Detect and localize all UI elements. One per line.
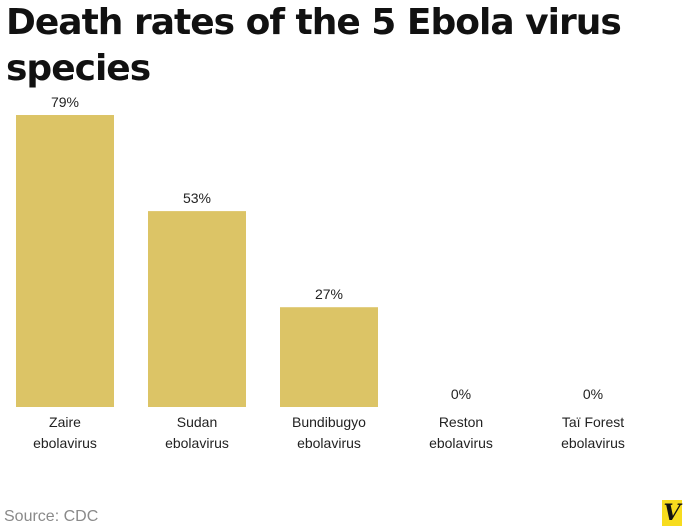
category-label: ebolavirus <box>297 435 361 451</box>
value-label: 0% <box>451 386 471 402</box>
value-label: 79% <box>51 94 79 110</box>
value-label: 53% <box>183 190 211 206</box>
value-label: 0% <box>583 386 603 402</box>
vox-logo-icon: V <box>662 500 682 526</box>
category-label: Taï Forest <box>562 414 624 430</box>
bar <box>280 307 378 407</box>
category-label: Bundibugyo <box>292 414 366 430</box>
bar <box>16 115 114 408</box>
category-label: ebolavirus <box>429 435 493 451</box>
bar-chart: 79% Zaire ebolavirus 53% Sudan ebolavirus 27% B… <box>16 94 625 451</box>
value-label: 27% <box>315 286 343 302</box>
category-label: ebolavirus <box>561 435 625 451</box>
category-label: Reston <box>439 414 483 430</box>
category-label: Sudan <box>177 414 217 430</box>
category-label: Zaire <box>49 414 81 430</box>
chart-title: Death rates of the 5 Ebola virus species <box>6 2 622 89</box>
source-note: Source: CDC <box>4 508 99 525</box>
category-label: ebolavirus <box>165 435 229 451</box>
bar <box>148 211 246 407</box>
category-label: ebolavirus <box>33 435 97 451</box>
